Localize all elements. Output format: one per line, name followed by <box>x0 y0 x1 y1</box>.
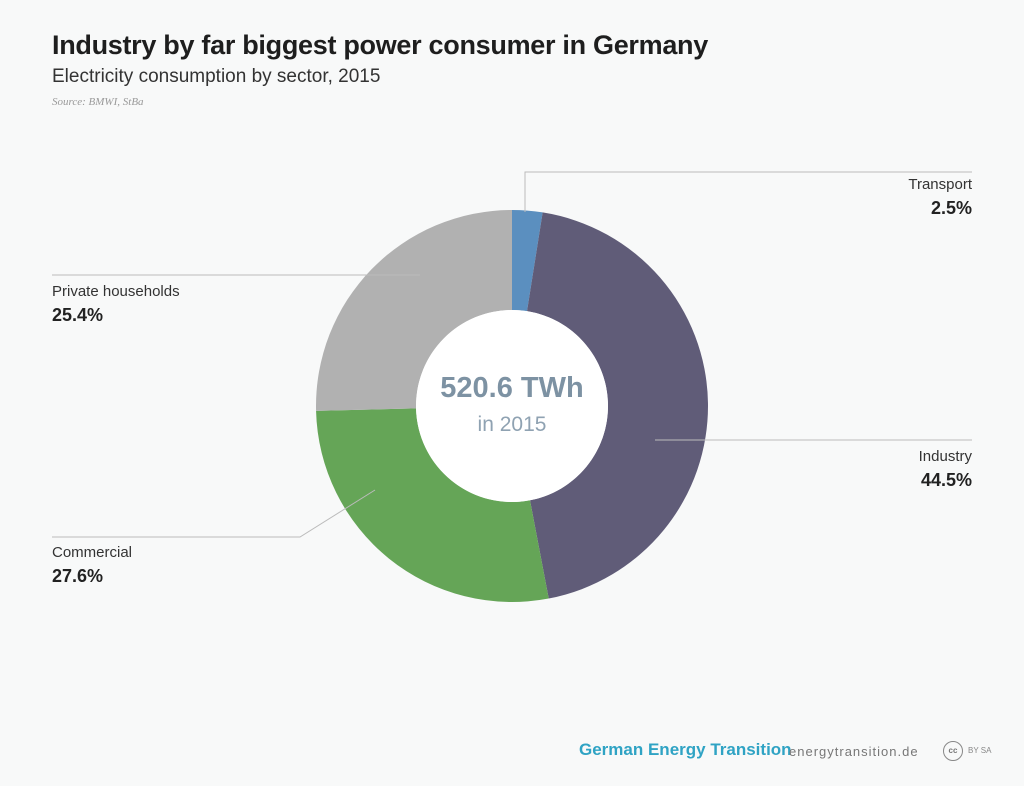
slice-commercial <box>316 408 549 602</box>
slice-transport <box>512 210 543 312</box>
leader-commercial <box>52 489 376 538</box>
slice-private-households <box>316 210 512 411</box>
chart-title: Industry by far biggest power consumer i… <box>52 30 708 60</box>
center-total: 520.6 TWh <box>440 372 584 404</box>
label-commercial-value: 27.6% <box>52 566 104 586</box>
label-transport-value: 2.5% <box>930 198 972 218</box>
label-private-households-value: 25.4% <box>52 305 104 325</box>
label-private-households-name: Private households <box>52 283 180 300</box>
label-industry-name: Industry <box>918 448 972 465</box>
chart-subtitle: Electricity consumption by sector, 2015 <box>52 66 381 87</box>
label-transport-name: Transport <box>908 176 972 193</box>
brand-logo[interactable]: German Energy Transition <box>579 740 792 759</box>
creative-commons-icon: cc <box>943 741 963 761</box>
label-private-households: Private households 25.4% <box>52 282 180 325</box>
license-text: BY SA <box>968 746 992 755</box>
label-transport: Transport 2.5% <box>908 175 972 218</box>
label-commercial-name: Commercial <box>52 544 133 561</box>
leader-transport <box>524 171 972 212</box>
center-year: in 2015 <box>477 413 547 436</box>
slice-industry <box>527 212 708 599</box>
label-commercial: Commercial 27.6% <box>52 543 132 586</box>
chart-source: Source: BMWI, StBa <box>52 96 144 108</box>
website-link[interactable]: energytransition.de <box>789 744 919 759</box>
label-industry: Industry 44.5% <box>919 447 972 490</box>
donut-hole <box>416 310 608 502</box>
label-industry-value: 44.5% <box>920 470 972 490</box>
